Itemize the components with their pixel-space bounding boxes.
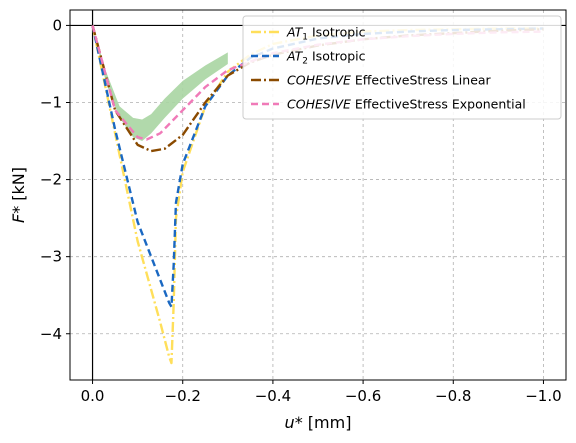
axis-units: [mm]: [303, 413, 352, 432]
axis-ticks: 0.0 −0.2 −0.4 −0.6 −0.8 −1.0 0 −1 −2 −3 −4: [40, 16, 562, 405]
legend-label-main: AT: [286, 25, 304, 40]
legend-label-main: COHESIVE: [287, 97, 351, 112]
legend-label-rest: EffectiveStress Exponential: [351, 97, 526, 112]
legend-label-rest: Isotropic: [308, 25, 366, 40]
y-tick-label: −3: [40, 248, 62, 266]
legend-label-3: COHESIVE EffectiveStress Linear: [287, 73, 492, 88]
legend-label-subscript: 2: [302, 57, 308, 67]
legend-label-2: AT2 Isotropic: [286, 49, 366, 67]
y-tick-label: −4: [40, 325, 62, 343]
x-tick-label: 0.0: [81, 387, 105, 405]
band: [92, 25, 228, 142]
y-axis-label: F* [kN]: [9, 167, 28, 223]
axis-symbol: u*: [285, 413, 303, 432]
y-tick-label: −1: [40, 94, 62, 112]
x-tick-label: −1.0: [525, 387, 561, 405]
legend-label-subscript: 1: [302, 33, 308, 43]
legend-label-rest: EffectiveStress Linear: [351, 73, 492, 88]
legend-label-main: AT: [286, 49, 304, 64]
axis-symbol: F*: [9, 206, 28, 223]
x-tick-label: −0.8: [435, 387, 471, 405]
legend-label-1: AT1 Isotropic: [286, 25, 366, 43]
y-tick-label: −2: [40, 171, 62, 189]
x-tick-label: −0.6: [345, 387, 381, 405]
experimental-band: [92, 25, 228, 142]
x-tick-label: −0.4: [255, 387, 291, 405]
x-tick-label: −0.2: [165, 387, 201, 405]
x-axis-label: u* [mm]: [285, 413, 352, 432]
y-tick-label: 0: [52, 16, 62, 34]
axis-units: [kN]: [9, 167, 28, 206]
legend-label-main: COHESIVE: [287, 73, 351, 88]
legend-label-4: COHESIVE EffectiveStress Exponential: [287, 97, 526, 112]
legend-frame: [242, 15, 562, 120]
plot-frame: [69, 9, 567, 381]
legend-label-rest: Isotropic: [308, 49, 366, 64]
